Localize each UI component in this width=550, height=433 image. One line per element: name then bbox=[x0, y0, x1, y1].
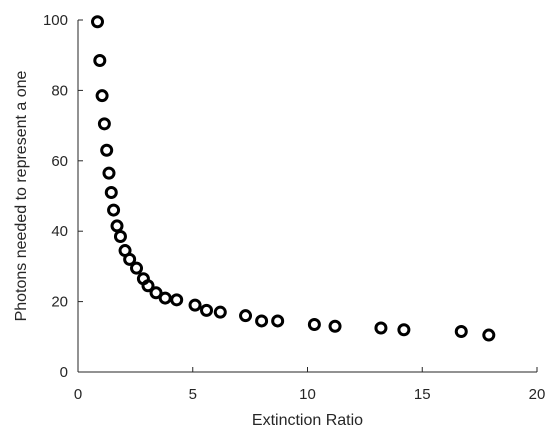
y-tick-label: 20 bbox=[51, 294, 68, 311]
y-axis-title: Photons needed to represent a one bbox=[13, 70, 30, 321]
data-point bbox=[255, 314, 269, 328]
data-point bbox=[149, 286, 163, 300]
data-point bbox=[100, 143, 114, 157]
data-point bbox=[328, 319, 342, 333]
data-points bbox=[91, 15, 496, 342]
x-tick-label: 0 bbox=[74, 386, 82, 403]
data-point bbox=[141, 279, 155, 293]
data-point bbox=[200, 303, 214, 317]
data-point bbox=[188, 298, 202, 312]
axes bbox=[77, 20, 537, 373]
data-point bbox=[307, 317, 321, 331]
data-point bbox=[271, 314, 285, 328]
x-tick-label: 5 bbox=[189, 386, 197, 403]
x-axis-title: Extinction Ratio bbox=[252, 412, 363, 429]
y-tick-label: 80 bbox=[51, 82, 68, 99]
x-tick-label: 15 bbox=[414, 386, 431, 403]
data-point bbox=[482, 328, 496, 342]
y-tick-label: 0 bbox=[60, 364, 68, 381]
y-tick-label: 60 bbox=[51, 153, 68, 170]
data-point bbox=[397, 323, 411, 337]
data-point bbox=[104, 185, 118, 199]
x-tick-label: 10 bbox=[299, 386, 316, 403]
data-point bbox=[95, 89, 109, 103]
data-point bbox=[123, 252, 137, 266]
data-point bbox=[113, 229, 127, 243]
y-tick-label: 100 bbox=[43, 12, 68, 29]
data-point bbox=[130, 261, 144, 275]
data-point bbox=[107, 203, 121, 217]
y-tick-label: 40 bbox=[51, 223, 68, 240]
data-point bbox=[102, 166, 116, 180]
data-point bbox=[374, 321, 388, 335]
data-point bbox=[213, 305, 227, 319]
data-point bbox=[170, 293, 184, 307]
data-point bbox=[97, 117, 111, 131]
data-point bbox=[110, 219, 124, 233]
data-point bbox=[93, 53, 107, 67]
data-point bbox=[158, 291, 172, 305]
ticks: 0 5 10 15 20 0 20 40 60 80 100 bbox=[43, 12, 545, 403]
data-point bbox=[91, 15, 105, 29]
x-tick-label: 20 bbox=[529, 386, 546, 403]
data-point bbox=[454, 325, 468, 339]
data-point bbox=[239, 309, 253, 323]
